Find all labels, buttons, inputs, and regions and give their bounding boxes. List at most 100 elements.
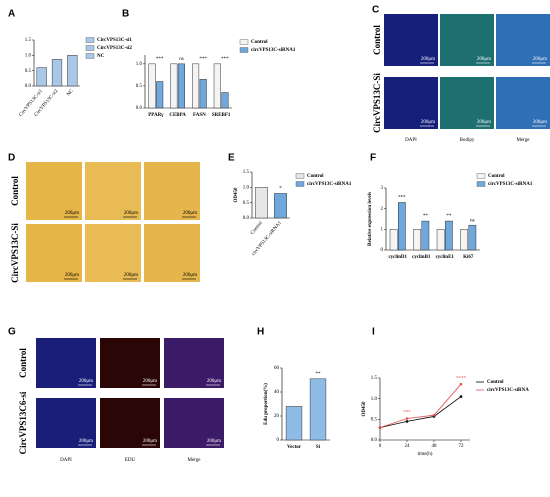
y-tick-label: 2 [381,207,384,212]
row-label: Control [372,25,382,55]
legend-swatch [239,39,249,45]
x-tick-label: Vector [287,445,302,450]
y-tick-label: 0.0 [371,438,378,443]
legend-swatch [85,37,95,43]
column-label: DAPI [405,138,417,143]
micrograph [85,162,141,220]
x-tick-label: SREBF1 [212,113,231,118]
scale-label: 200μm [477,120,491,125]
scale-label: 200μm [421,120,435,125]
x-tick-label: cyclinB1 [412,255,431,260]
y-tick-label: 0 [277,438,280,443]
micrograph [440,14,494,66]
y-tick-label: 0.5 [136,84,143,89]
scale-label: 200μm [533,120,547,125]
legend-swatch [295,173,305,179]
x-tick-label: cyclinE1 [436,255,455,260]
significance: *** [221,57,229,62]
legend-label: circVPS13C-siRNA [487,388,529,393]
panel-label: B [122,9,129,20]
bar [255,187,268,219]
bar [285,406,303,441]
x-tick-label: 24 [405,444,411,449]
y-tick-label: 0.5 [243,201,250,206]
bar [148,63,156,109]
bar [156,81,164,109]
micrograph [144,162,200,220]
legend-label: Control [488,174,505,179]
x-tick-label: 72 [459,444,465,449]
panel-label: C [372,5,379,16]
row-label: CircVPS13C6-si [18,391,28,454]
significance: ** [423,214,429,219]
bar [460,229,468,251]
bar [170,63,178,109]
micrograph [85,224,141,282]
significance: ** [446,214,452,219]
significance: *** [199,57,207,62]
column-label: Bodipy [460,138,475,143]
row-label: CircVPS13C-Si [10,223,20,283]
panel-label: G [8,327,16,338]
x-tick-label: NC [66,88,75,97]
y-tick-label: 0.0 [136,106,143,111]
x-tick-label: cyclinD1 [388,255,407,260]
scale-label: 200μm [421,57,435,62]
y-tick-label: 1.0 [25,53,32,58]
x-tick-label: 0 [379,444,382,449]
row-label: Control [18,348,28,378]
bar [413,229,421,251]
x-tick-label: 48 [432,444,438,449]
scale-label: 200μm [533,57,547,62]
significance: ns [470,218,475,223]
y-axis-label: OD450 [362,401,367,417]
legend-swatch [476,173,486,179]
x-tick-label: Control [250,220,264,235]
panel-label: I [372,327,375,338]
legend-label: circVPS13C-siRNA1 [488,182,533,187]
legend-swatch [85,45,95,51]
legend-label: CircVPS13C-si1 [97,38,132,43]
bar [309,378,327,441]
y-tick-label: 0.0 [243,216,250,221]
bar [445,220,453,251]
bar [51,59,63,87]
micrograph [36,398,96,448]
micrograph [26,162,82,220]
bar [36,67,47,87]
significance: *** [403,411,411,416]
bar [421,220,430,251]
legend-label: Control [251,40,268,45]
point [378,426,382,429]
row-label: Control [10,176,20,206]
y-axis-label: Edu proportion(%) [264,383,269,425]
point [405,417,409,420]
panel-label: H [257,327,264,338]
bar [389,229,398,251]
scale-label: 200μm [477,57,491,62]
scale-label: 200μm [143,379,157,384]
y-tick-label: 0.0 [25,84,32,89]
legend-label: Control [487,380,504,385]
micrograph [384,14,438,66]
x-tick-label: FASN [193,113,206,118]
significance: * [279,187,282,192]
legend-label: circVPS13C-siRNA1 [251,48,296,53]
scale-label: 200μm [207,439,221,444]
micrograph [144,224,200,282]
significance: *** [398,196,406,201]
micrograph [164,338,224,388]
significance: *** [156,57,164,62]
scale-label: 200μm [124,273,138,278]
bar [192,63,200,109]
column-label: DAPI [60,458,72,463]
panel-label: E [228,153,235,164]
bar [468,224,477,251]
column-label: EDU [125,458,136,463]
y-tick-label: 0 [381,248,384,253]
y-tick-label: 40 [274,390,280,395]
y-tick-label: 1.0 [243,185,250,190]
legend-swatch [85,53,95,59]
point [405,420,409,423]
